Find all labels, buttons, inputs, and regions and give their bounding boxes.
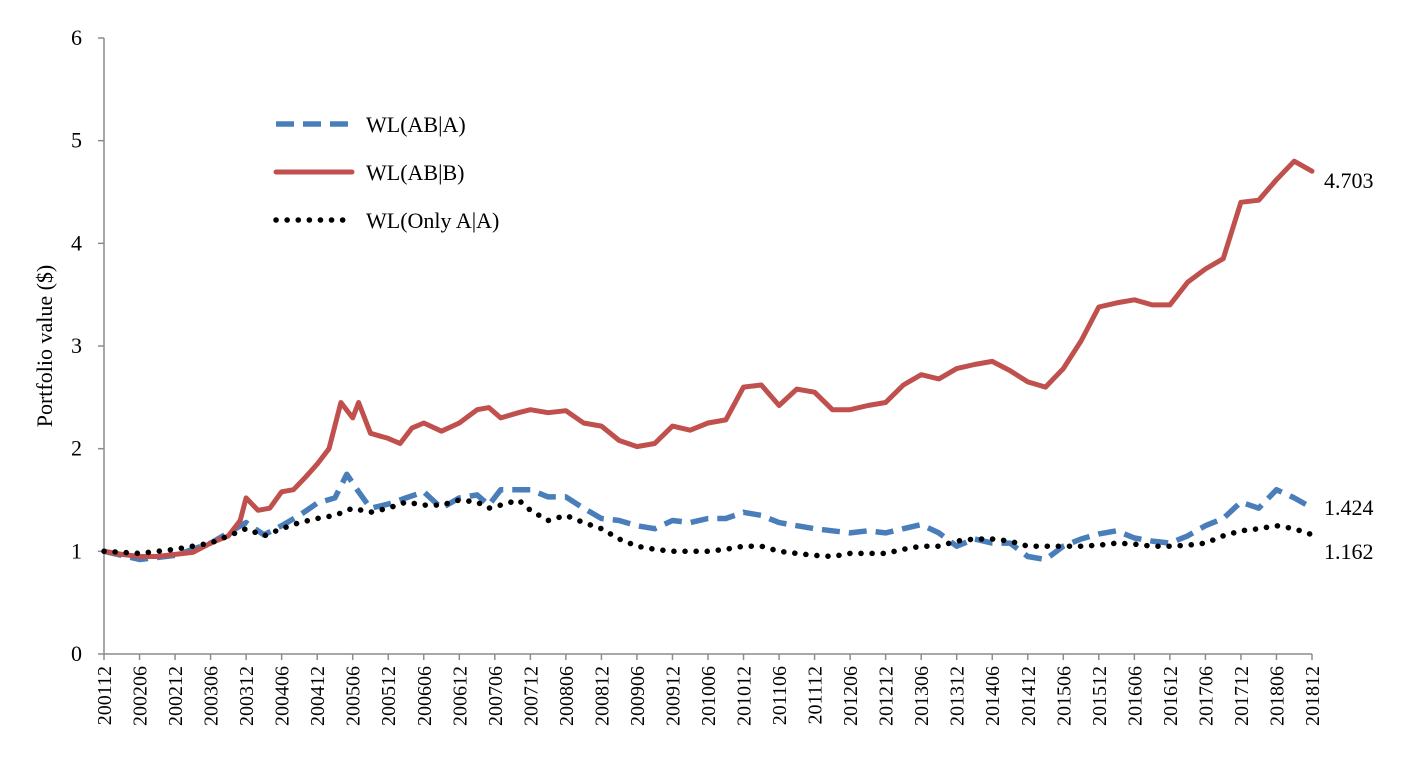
y-tick-label: 3: [71, 333, 82, 358]
y-axis-title: Portfolio value ($): [32, 265, 57, 428]
x-tick-label: 200812: [591, 666, 613, 726]
series-end-label: 4.703: [1324, 168, 1374, 193]
x-tick-label: 201312: [947, 666, 969, 726]
x-tick-label: 201506: [1053, 666, 1075, 726]
series-line: [103, 471, 1314, 563]
x-tick-label: 201306: [911, 666, 933, 726]
y-tick-label: 2: [71, 436, 82, 461]
series-end-label: 1.162: [1324, 539, 1374, 564]
x-tick-label: 200606: [414, 666, 436, 726]
x-tick-label: 201112: [805, 666, 827, 725]
x-tick-label: 201606: [1124, 666, 1146, 726]
y-tick-label: 0: [71, 641, 82, 666]
x-tick-label: 200206: [130, 666, 152, 726]
x-tick-label: 201212: [876, 666, 898, 726]
x-tick-label: 200906: [627, 666, 649, 726]
axes: [103, 38, 1312, 655]
x-tick-label: 200912: [662, 666, 684, 726]
x-tick-label: 201006: [698, 666, 720, 726]
legend-label: WL(AB|A): [366, 112, 466, 137]
y-tick-label: 4: [71, 230, 82, 255]
x-ticks: 200112 200206 200212 200306 200312 200406 2004…: [94, 654, 1324, 726]
x-tick-label: 200506: [343, 666, 365, 726]
y-tick-label: 6: [71, 25, 82, 50]
x-tick-label: 200312: [236, 666, 258, 726]
x-tick-label: 200212: [165, 666, 187, 726]
legend: WL(AB|A) WL(AB|B) WL(Only A|A): [273, 112, 499, 233]
x-tick-label: 201612: [1160, 666, 1182, 726]
x-tick-label: 200112: [94, 666, 116, 725]
x-tick-label: 200612: [449, 666, 471, 726]
legend-label: WL(Only A|A): [366, 208, 499, 233]
y-tick-label: 5: [71, 128, 82, 153]
x-tick-label: 201206: [840, 666, 862, 726]
x-tick-label: 200712: [520, 666, 542, 726]
y-ticks: 0 1 2 3 4 5 6: [71, 25, 104, 666]
x-tick-label: 200706: [485, 666, 507, 726]
x-tick-label: 200512: [378, 666, 400, 726]
x-tick-label: 201706: [1195, 666, 1217, 726]
x-tick-label: 200406: [272, 666, 294, 726]
x-tick-label: 201106: [769, 666, 791, 725]
x-tick-label: 201012: [734, 666, 756, 726]
x-tick-label: 201406: [982, 666, 1004, 726]
series-line: [101, 497, 1315, 560]
x-tick-label: 200306: [201, 666, 223, 726]
x-tick-label: 201812: [1302, 666, 1324, 726]
series-line: [101, 158, 1315, 559]
series-end-label: 1.424: [1324, 495, 1374, 520]
x-tick-label: 201712: [1231, 666, 1253, 726]
x-tick-label: 201512: [1089, 666, 1111, 726]
x-tick-label: 201806: [1266, 666, 1288, 726]
x-tick-label: 200412: [307, 666, 329, 726]
x-tick-label: 200806: [556, 666, 578, 726]
legend-label: WL(AB|B): [366, 160, 465, 185]
x-tick-label: 201412: [1018, 666, 1040, 726]
y-tick-label: 1: [71, 538, 82, 563]
end-labels: 1.424 4.703 1.162: [1324, 168, 1374, 564]
series-lines: [101, 158, 1315, 563]
